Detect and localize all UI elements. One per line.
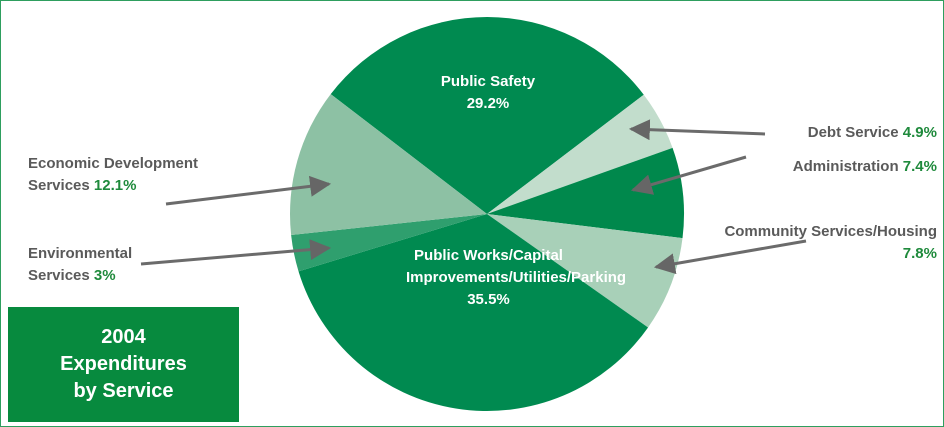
slice-label: Public Works/Capital Improvements/Utilit… (406, 245, 626, 311)
slice-name: Community Services/Housing (724, 223, 937, 240)
slice-name: Administration (792, 158, 899, 175)
slice-value: 35.5% (467, 291, 510, 308)
slice-value: 7.4% (902, 158, 937, 175)
leader-line (628, 119, 766, 141)
slices (290, 17, 684, 411)
slice-label: Public Safety 29.2% (388, 71, 588, 115)
leader-line (653, 239, 807, 275)
pie-slice (330, 17, 644, 214)
slice-value: 7.8% (902, 245, 937, 262)
pie-slice (298, 214, 649, 411)
slice-value: 4.9% (902, 124, 937, 141)
chart-title: 2004 Expenditures by Service (60, 326, 187, 402)
title-box: 2004 Expenditures by Service (8, 307, 239, 422)
slice-label: Community Services/Housing 7.8% (722, 221, 937, 265)
slice-label: Environmental Services 3% (28, 243, 168, 287)
pie-slice (487, 147, 684, 239)
slice-name: Environmental Services (28, 245, 133, 284)
slice-name: Debt Service (807, 124, 899, 141)
leader-lines (140, 119, 807, 275)
pie-slice (291, 214, 487, 272)
slice-value: 29.2% (466, 95, 510, 112)
slice-name: Public Safety (440, 73, 536, 90)
slice-label: Economic Development Services 12.1% (28, 153, 243, 197)
slice-name: Public Works/Capital Improvements/Utilit… (406, 247, 627, 286)
leader-line (630, 155, 747, 195)
slice-value: 3% (93, 267, 116, 284)
leader-line (165, 175, 332, 206)
pie-slice (487, 94, 673, 214)
slice-name: Economic Development Services (28, 155, 199, 194)
slice-label: Debt Service 4.9% (808, 122, 937, 144)
leader-line (140, 239, 332, 266)
pie-slice (290, 94, 487, 235)
slice-label: Administration 7.4% (793, 156, 937, 178)
slice-value: 12.1% (93, 177, 137, 194)
pie-slice (487, 214, 683, 328)
